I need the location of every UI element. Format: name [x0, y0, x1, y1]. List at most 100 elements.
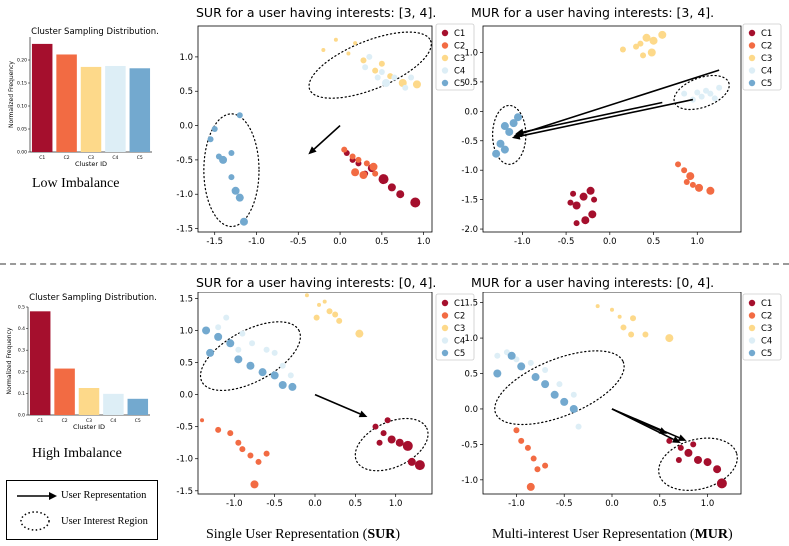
x-tick-label: C5	[137, 155, 143, 161]
sur-caption: Single User Representation (SUR)	[206, 527, 401, 542]
point-C5	[550, 390, 559, 399]
x-tick-label: 0.0	[308, 499, 322, 509]
bar-C5	[127, 398, 149, 415]
legend-label-C2: C2	[761, 42, 772, 52]
point-C5	[270, 371, 279, 380]
y-tick-label: 0.0	[464, 405, 478, 415]
legend-label-C1: C1	[454, 29, 465, 39]
legend-label-C2: C2	[454, 42, 465, 52]
point-C1	[677, 444, 684, 451]
x-tick-label: C5	[135, 418, 141, 424]
y-tick-label: -1.5	[461, 196, 478, 206]
y-tick-label: 0.05	[17, 127, 27, 133]
y-tick-label: 0.5	[464, 370, 478, 380]
point-C5	[207, 136, 214, 143]
user-representation-arrow	[523, 101, 663, 133]
point-C2	[369, 162, 378, 171]
point-C2	[349, 153, 356, 160]
point-C3	[640, 52, 647, 59]
point-C5	[236, 112, 243, 119]
point-C1	[579, 192, 588, 201]
legend-marker-C4	[748, 337, 756, 344]
point-C2	[359, 171, 368, 180]
legend-label-C3: C3	[761, 324, 772, 334]
point-C5	[493, 369, 502, 378]
point-C5	[239, 217, 248, 226]
point-C1	[396, 190, 405, 199]
point-C4	[223, 314, 230, 321]
point-C3	[649, 36, 658, 45]
point-C4	[263, 346, 270, 353]
y-tick-label: 0.5	[179, 87, 193, 97]
user-representation-arrow	[519, 98, 694, 137]
sur-top-title: SUR for a user having interests: [3, 4].	[196, 5, 437, 20]
point-C5	[517, 362, 526, 371]
y-tick-label: -0.5	[176, 156, 193, 166]
y-tick-label: 0.00	[17, 150, 27, 156]
x-tick-label: 0.0	[603, 237, 617, 247]
point-C4	[402, 84, 409, 91]
x-tick-label: -0.5	[558, 237, 575, 247]
x-tick-label: C1	[39, 155, 45, 161]
legend-label-C5: C5	[761, 349, 772, 359]
bar-C3	[78, 388, 100, 415]
arrowhead	[308, 146, 317, 155]
user-representation-arrow	[611, 408, 661, 432]
legend-label-C3: C3	[454, 54, 465, 64]
legend-label-C5: C5	[454, 79, 465, 89]
legend-marker-C3	[748, 324, 756, 332]
point-C3	[628, 331, 635, 338]
point-C5	[246, 361, 255, 370]
point-C1	[586, 186, 595, 195]
bar-C4	[105, 65, 126, 152]
x-tick-label: -0.5	[556, 499, 573, 509]
point-C5	[226, 339, 235, 348]
point-C3	[304, 293, 309, 298]
point-C4	[235, 346, 242, 353]
point-C1	[666, 437, 673, 444]
point-C5	[496, 139, 505, 148]
x-tick-label: C2	[62, 418, 68, 424]
point-C1	[376, 439, 383, 446]
arrowhead-icon	[49, 492, 57, 500]
bar-C1	[31, 43, 53, 152]
legend-label-C5: C5	[454, 349, 465, 359]
arrowhead	[658, 427, 668, 434]
plot-frame	[482, 25, 742, 233]
point-C2	[351, 168, 360, 177]
legend-label-C5: C5	[761, 79, 772, 89]
point-C3	[642, 33, 651, 42]
bar-C3	[80, 66, 102, 152]
y-tick-label: 0.2	[18, 369, 25, 375]
scatter-mur-top: -1.0 -0.5 0.0 0.5 1.0 -2.0 -1.5 -1.0 -0.5 0.0 0.5 1…	[461, 23, 782, 247]
bar-chart-low-imbalance: Cluster Sampling Distribution. 0.00 0.05 0.…	[6, 25, 159, 168]
legend-label-C4: C4	[761, 337, 772, 347]
point-C1	[675, 456, 682, 463]
point-C1	[380, 430, 387, 437]
point-C1	[407, 457, 416, 466]
point-C4	[542, 366, 549, 373]
point-C5	[500, 145, 509, 154]
y-axis-label: Normalized Frequency	[6, 327, 13, 394]
point-C1	[690, 441, 697, 448]
point-C1	[387, 435, 396, 444]
x-tick-label: 1.0	[389, 499, 403, 509]
point-C1	[570, 190, 577, 197]
x-tick-label: -1.0	[226, 499, 243, 509]
x-tick-label: 0.5	[647, 237, 661, 247]
legend-marker-C1	[441, 299, 449, 307]
legend-marker-C5	[441, 79, 449, 87]
point-C4	[694, 89, 701, 96]
legend-marker-C2	[748, 312, 756, 319]
x-tick-label: C3	[86, 418, 92, 424]
point-C2	[355, 156, 362, 163]
point-C4	[575, 423, 582, 430]
legend-marker-C4	[441, 67, 449, 74]
point-C3	[332, 311, 339, 318]
x-tick-label: -1.0	[248, 237, 265, 247]
y-tick-label: 0.10	[17, 104, 27, 110]
point-C4	[271, 349, 278, 356]
point-C1	[684, 448, 693, 457]
legend-marker-C4	[441, 337, 449, 344]
point-C4	[391, 74, 398, 81]
